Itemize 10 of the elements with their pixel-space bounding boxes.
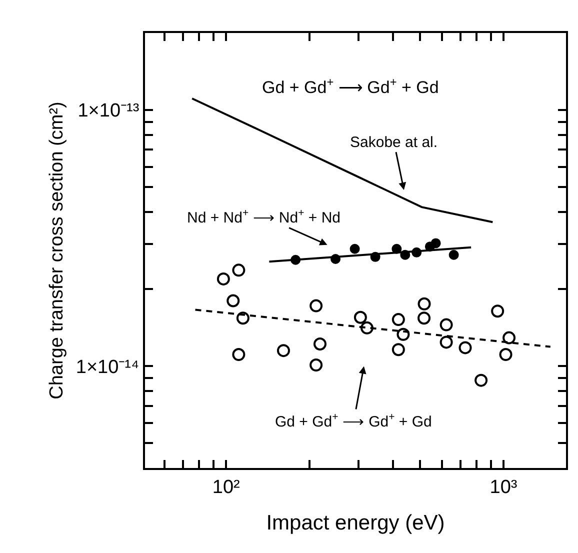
- x-tick-label: 10²: [212, 476, 240, 498]
- y-tick-label: 1×10⁻¹³: [78, 100, 140, 122]
- x-axis-title: Impact energy (eV): [266, 512, 445, 534]
- x-tick-label: 10³: [490, 476, 518, 498]
- annotation: Gd + Gd$^{+}$ ⟶ Gd$^{+}$ + Gd: [262, 75, 439, 98]
- annotation: Sakobe at al.: [350, 134, 438, 151]
- y-tick-label: 1×10⁻¹⁴: [76, 356, 140, 378]
- y-axis-title: Charge transfer cross section (cm²): [46, 102, 68, 400]
- annotation: Nd + Nd$^{+}$ ⟶ Nd$^{+}$ + Nd: [187, 207, 341, 226]
- annotation: Gd + Gd$^{+}$ ⟶ Gd$^{+}$ + Gd: [275, 411, 432, 430]
